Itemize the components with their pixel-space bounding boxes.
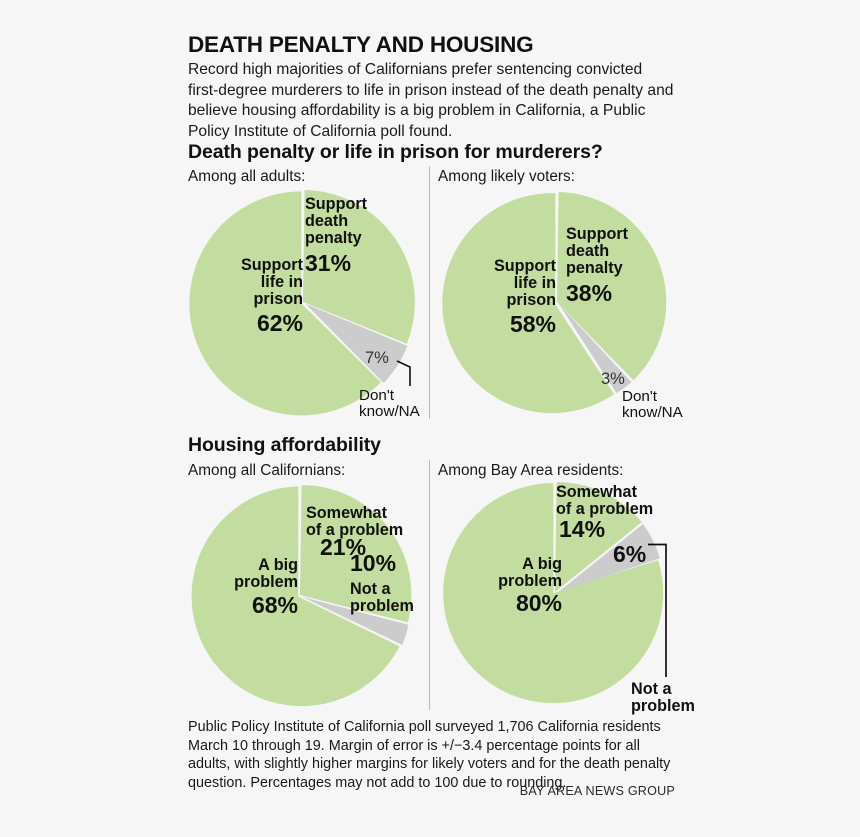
pie-slice-somewhat-of-a-problem (555, 482, 642, 592)
pie-label-a-big-problem: A big problem (498, 555, 562, 591)
pie-value-support-death-penalty: 31% (305, 250, 352, 276)
pie-value-support-death-penalty: 38% (566, 280, 613, 306)
pie-label-somewhat-of-a-problem: Somewhat of a problem (556, 483, 654, 519)
pie-label-somewhat-of-a-problem: Somewhat of a problem (306, 504, 404, 540)
pie-value-somewhat-of-a-problem: 14% (559, 516, 606, 542)
pie-svg-all-californians (191, 485, 412, 707)
footnote: Public Policy Institute of California po… (188, 719, 671, 792)
pie-value-a-big-problem: 68% (251, 592, 298, 618)
pie-svg-bay-area (443, 482, 664, 704)
chart-subtitle-all-adults: Among all adults: (188, 168, 306, 185)
pie-label-dont-know: Don't know/NA (359, 387, 420, 421)
pie-slice-dont-know (305, 303, 408, 383)
chart-subtitle-likely-voters: Among likely voters: (438, 168, 575, 185)
pie-chart-housing-bay-area (443, 482, 665, 704)
column-divider-section-1 (429, 166, 430, 419)
pie-slice-support-life-in-prison (189, 191, 381, 416)
pie-label-support-death-penalty: Support death penalty (566, 225, 629, 278)
pie-slice-dont-know (558, 304, 632, 394)
pie-label-not-a-problem: Not a problem (350, 580, 414, 616)
section-title-housing: Housing affordability (188, 434, 381, 456)
pie-slice-a-big-problem (191, 486, 400, 707)
page-deck: Record high majorities of Californians p… (188, 61, 674, 141)
pie-value-support-life-in-prison: 58% (509, 311, 556, 337)
pie-value-somewhat-of-a-problem: 21% (320, 534, 367, 560)
credit-line: BAY AREA NEWS GROUP (519, 784, 675, 798)
chart-subtitle-bay-area: Among Bay Area residents: (438, 462, 624, 479)
pie-value-dont-know: 7% (365, 349, 389, 367)
pie-slice-somewhat-of-a-problem (300, 485, 412, 623)
pie-svg-likely-voters (442, 192, 667, 414)
pie-label-a-big-problem: A big problem (234, 556, 298, 592)
pie-slice-not-a-problem (556, 524, 660, 594)
pie-chart-death-penalty-all-adults (189, 190, 415, 416)
pie-label-not-a-problem-text: Not a problem (631, 680, 695, 716)
pie-label-support-death-penalty: Support death penalty (305, 195, 368, 248)
pie-value-a-big-problem: 80% (515, 590, 562, 616)
pie-value-not-a-problem: 10% (350, 550, 397, 576)
pie-chart-death-penalty-likely-voters (442, 192, 667, 414)
leader-line-dont-know-all-adults (395, 360, 425, 390)
column-divider-section-2 (429, 460, 430, 710)
pie-svg-all-adults (189, 190, 415, 416)
pie-value-dont-know: 3% (601, 370, 625, 388)
pie-label-support-life-in-prison: Support life in prison (240, 256, 303, 309)
pie-slice-support-death-penalty (557, 192, 667, 381)
section-title-death-penalty: Death penalty or life in prison for murd… (188, 141, 603, 163)
pie-value-not-a-problem: 6% (613, 541, 647, 567)
pie-slice-a-big-problem (443, 483, 664, 704)
leader-line-not-a-problem-bay-area (648, 543, 680, 683)
pie-slice-not-a-problem (302, 596, 409, 645)
pie-value-support-life-in-prison: 62% (256, 310, 303, 336)
pie-label-dont-know: Don't know/NA (622, 388, 683, 422)
page-title: DEATH PENALTY AND HOUSING (188, 32, 534, 57)
pie-slice-support-life-in-prison (442, 193, 614, 414)
chart-subtitle-all-californians: Among all Californians: (188, 462, 346, 479)
pie-slice-support-death-penalty (303, 190, 415, 344)
pie-label-support-life-in-prison: Support life in prison (493, 257, 556, 310)
pie-chart-housing-all-californians (190, 485, 412, 707)
